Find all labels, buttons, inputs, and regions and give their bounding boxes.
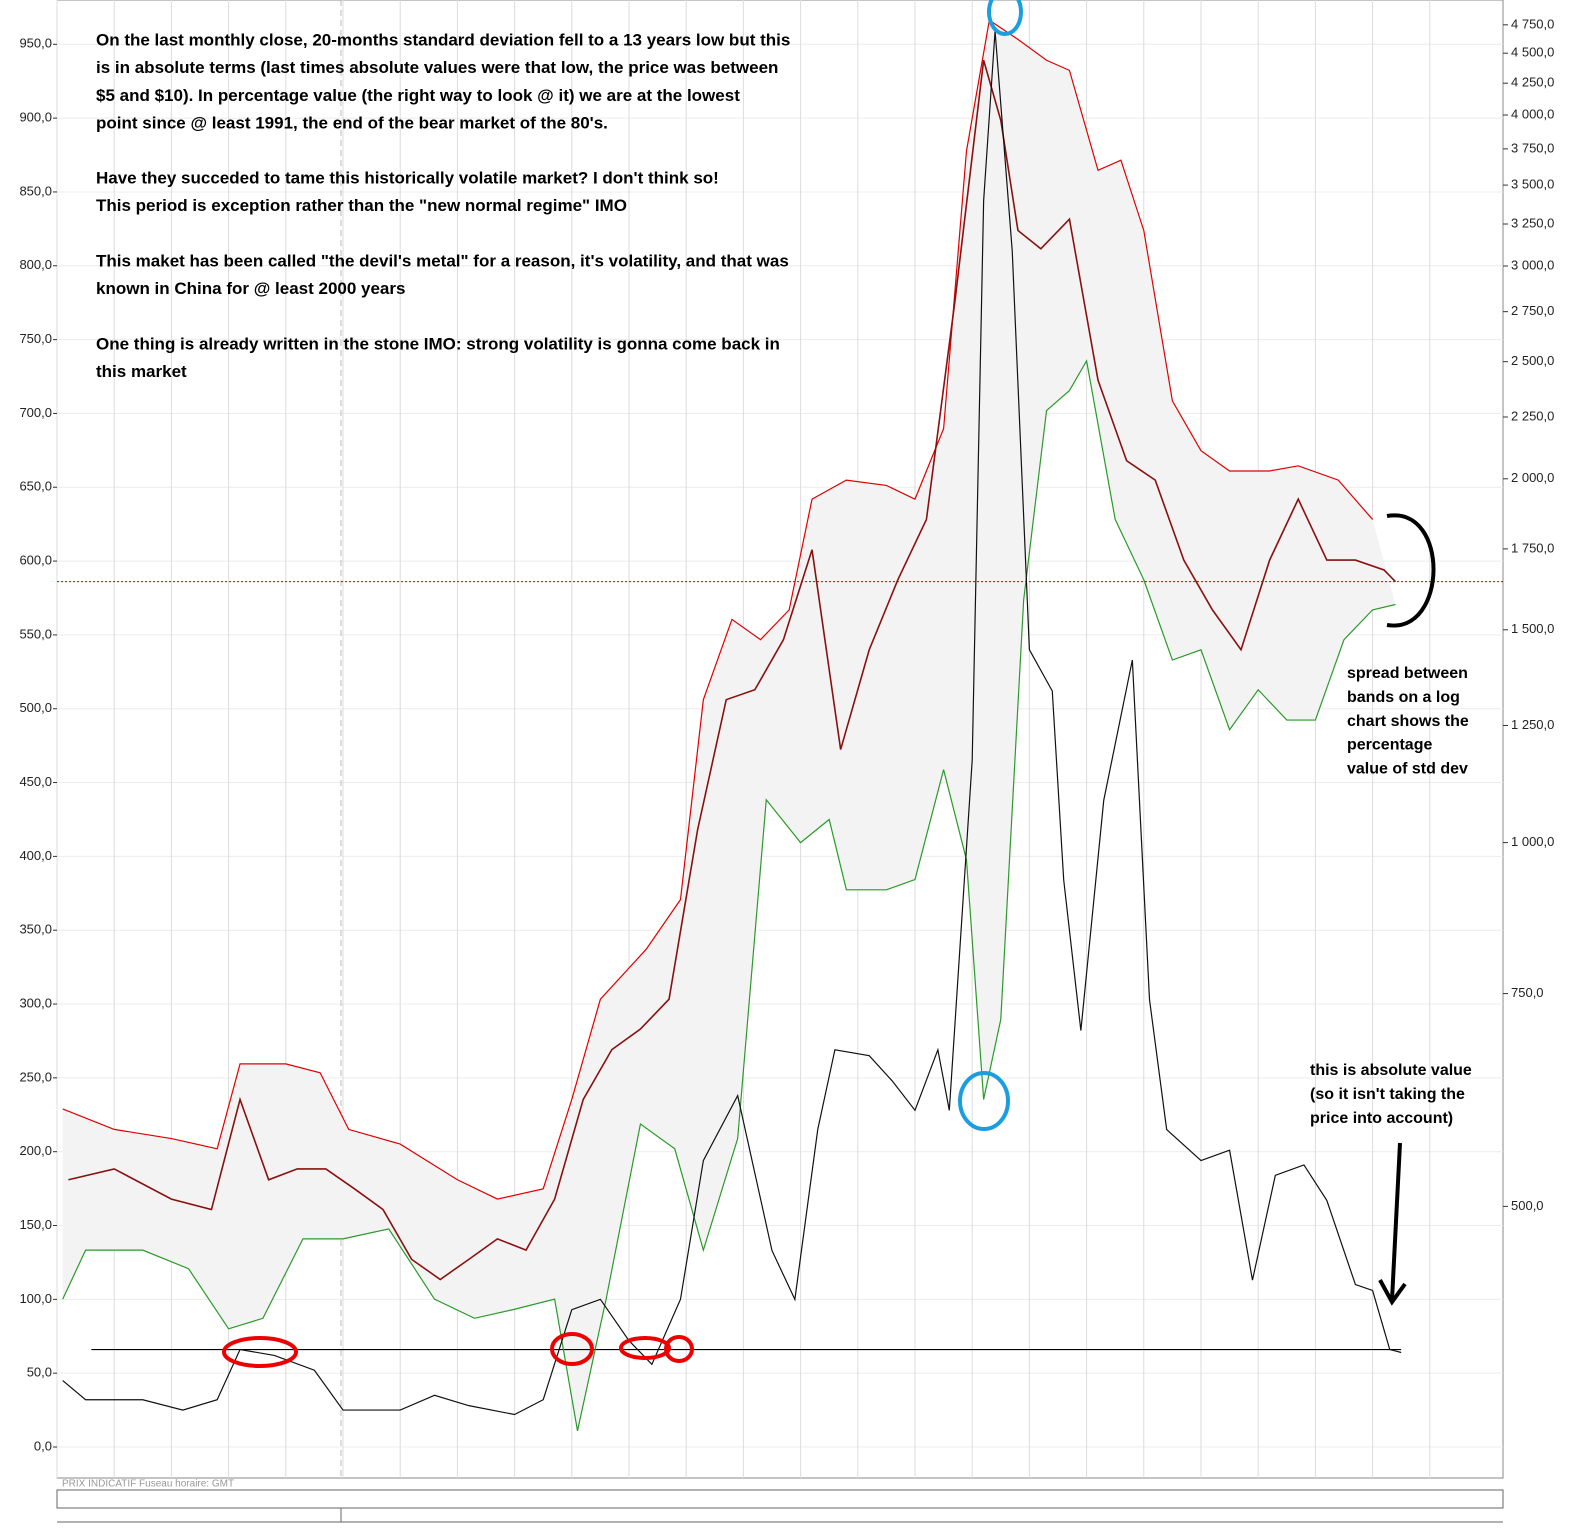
y-tick-label: 0,0 bbox=[34, 1438, 52, 1453]
y2-tick-label: 3 750,0 bbox=[1511, 140, 1554, 155]
y2-tick-label: 1 500,0 bbox=[1511, 621, 1554, 636]
series-line bbox=[62, 359, 1396, 1431]
annotation: value of std dev bbox=[1347, 760, 1468, 777]
y-tick-label: 100,0 bbox=[19, 1291, 52, 1306]
annotation: percentage bbox=[1347, 737, 1432, 754]
y2-tick-label: 1 250,0 bbox=[1511, 717, 1554, 732]
y-tick-label: 750,0 bbox=[19, 331, 52, 346]
y2-tick-label: 4 500,0 bbox=[1511, 45, 1554, 60]
annotation: is in absolute terms (last times absolut… bbox=[96, 58, 778, 77]
annotation: this market bbox=[96, 362, 187, 381]
y-tick-label: 450,0 bbox=[19, 774, 52, 789]
y2-tick-label: 2 250,0 bbox=[1511, 408, 1554, 423]
y-tick-label: 900,0 bbox=[19, 110, 52, 125]
annotation: $5 and $10). In percentage value (the ri… bbox=[96, 86, 740, 105]
annotation: (so it isn't taking the bbox=[1310, 1086, 1465, 1103]
footer-note: PRIX INDICATIF Fuseau horaire: GMT bbox=[62, 1479, 234, 1490]
y-tick-label: 950,0 bbox=[19, 36, 52, 51]
annotation: bands on a log bbox=[1347, 689, 1460, 706]
annotation: price into account) bbox=[1310, 1110, 1453, 1127]
y-tick-label: 400,0 bbox=[19, 848, 52, 863]
y-tick-label: 550,0 bbox=[19, 626, 52, 641]
y-tick-label: 50,0 bbox=[27, 1365, 52, 1380]
y2-tick-label: 3 250,0 bbox=[1511, 215, 1554, 230]
red-circle bbox=[550, 1332, 594, 1366]
y-tick-label: 250,0 bbox=[19, 1069, 52, 1084]
bracket bbox=[1386, 513, 1436, 628]
plot bbox=[57, 19, 1503, 1431]
y-tick-label: 300,0 bbox=[19, 995, 52, 1010]
y2-tick-label: 4 000,0 bbox=[1511, 106, 1554, 121]
arrow-head bbox=[1378, 1279, 1407, 1306]
red-circle bbox=[619, 1336, 671, 1360]
band-fill bbox=[62, 20, 1396, 1431]
annotation: known in China for @ least 2000 years bbox=[96, 279, 405, 298]
y2-tick-label: 3 000,0 bbox=[1511, 257, 1554, 272]
series-line bbox=[62, 19, 1374, 1200]
red-circle bbox=[222, 1336, 298, 1368]
annotation: this is absolute value bbox=[1310, 1062, 1472, 1079]
annotation: On the last monthly close, 20-months sta… bbox=[96, 30, 790, 49]
y2-tick-label: 1 750,0 bbox=[1511, 540, 1554, 555]
y2-tick-label: 4 750,0 bbox=[1511, 16, 1554, 31]
y2-tick-label: 2 750,0 bbox=[1511, 303, 1554, 318]
annotation: point since @ least 1991, the end of the… bbox=[96, 114, 608, 133]
y2-tick-label: 3 500,0 bbox=[1511, 177, 1554, 192]
y-tick-label: 850,0 bbox=[19, 183, 52, 198]
y-tick-label: 600,0 bbox=[19, 553, 52, 568]
y2-tick-label: 750,0 bbox=[1511, 985, 1544, 1000]
series-line bbox=[68, 60, 1397, 1281]
y2-tick-label: 2 500,0 bbox=[1511, 353, 1554, 368]
y2-tick-label: 1 000,0 bbox=[1511, 834, 1554, 849]
y-tick-label: 650,0 bbox=[19, 479, 52, 494]
arrow bbox=[1390, 1142, 1402, 1301]
series-line bbox=[62, 30, 1402, 1416]
y-tick-label: 200,0 bbox=[19, 1143, 52, 1158]
annotation: chart shows the bbox=[1347, 713, 1469, 730]
annotation: Have they succeded to tame this historic… bbox=[96, 168, 719, 187]
annotation: One thing is already written in the ston… bbox=[96, 334, 780, 353]
y2-tick-label: 500,0 bbox=[1511, 1198, 1544, 1213]
y-tick-label: 350,0 bbox=[19, 922, 52, 937]
y-tick-label: 500,0 bbox=[19, 700, 52, 715]
y-tick-label: 150,0 bbox=[19, 1217, 52, 1232]
annotation: This period is exception rather than the… bbox=[96, 196, 627, 215]
blue-circle bbox=[987, 0, 1023, 36]
annotation: This maket has been called "the devil's … bbox=[96, 251, 789, 270]
red-circle bbox=[664, 1335, 694, 1363]
y2-tick-label: 2 000,0 bbox=[1511, 470, 1554, 485]
x-axis-band bbox=[56, 1489, 1504, 1509]
annotation-shapes bbox=[222, 0, 1436, 1368]
y-tick-label: 700,0 bbox=[19, 405, 52, 420]
y-tick-label: 800,0 bbox=[19, 257, 52, 272]
blue-circle bbox=[958, 1071, 1010, 1131]
annotation: spread between bbox=[1347, 665, 1468, 682]
y2-tick-label: 4 250,0 bbox=[1511, 75, 1554, 90]
